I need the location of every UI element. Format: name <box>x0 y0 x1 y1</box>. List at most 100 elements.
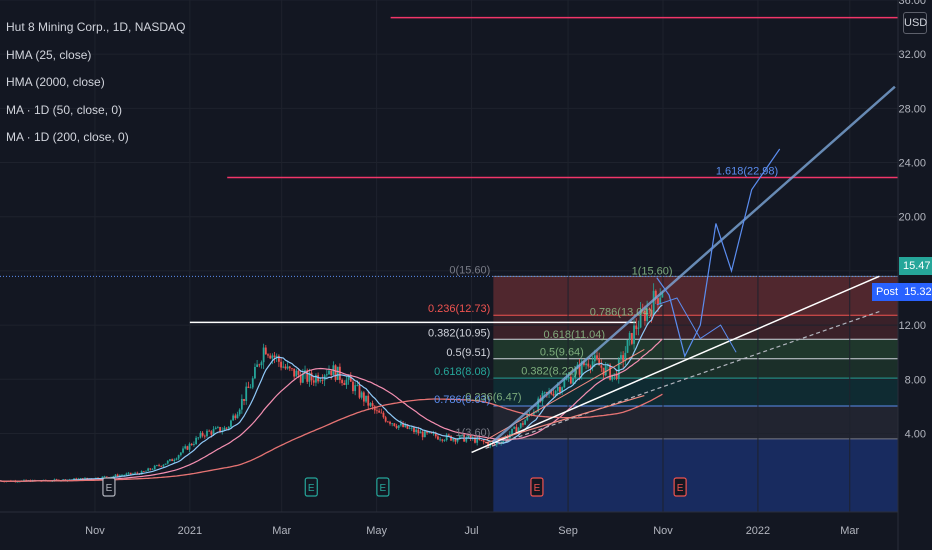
candle-body <box>216 426 219 428</box>
candle-body <box>166 460 169 464</box>
candle-body <box>86 477 89 479</box>
candle-body <box>659 297 662 304</box>
legend-study[interactable]: MA · 1D (200, close, 0) <box>6 130 129 144</box>
candle-body <box>236 414 239 419</box>
projection-path <box>656 297 737 353</box>
candle-body <box>306 370 309 382</box>
fib-level-label: 0.236(12.73) <box>428 303 490 315</box>
candle-body <box>258 364 261 366</box>
candle-body <box>121 475 123 476</box>
candle-body <box>635 325 638 329</box>
candle-body <box>413 427 415 433</box>
candle-body <box>578 364 581 375</box>
candle-body <box>249 387 252 389</box>
fib-extension-label: 0.236(6.47) <box>465 391 521 403</box>
earnings-icon <box>673 477 687 497</box>
candle-body <box>201 432 204 436</box>
candle-body <box>543 392 546 393</box>
candle-body <box>232 415 235 421</box>
candle-body <box>465 437 468 442</box>
candle-body <box>389 421 391 424</box>
candle-body <box>254 366 256 379</box>
candle-body <box>622 355 625 361</box>
candle-body <box>633 325 635 344</box>
candle-body <box>561 387 564 393</box>
candle-body <box>212 429 215 435</box>
candle-body <box>648 308 651 310</box>
candle-body <box>171 459 174 462</box>
candle-body <box>569 376 572 384</box>
candle-body <box>158 465 160 466</box>
post-label: Post <box>876 286 899 299</box>
candle-body <box>356 385 359 386</box>
currency-button[interactable]: USD <box>903 12 927 34</box>
candle-body <box>251 378 254 388</box>
candle-body <box>583 361 585 366</box>
candle-body <box>129 472 132 475</box>
candle-body <box>186 446 189 450</box>
candle-body <box>439 439 442 441</box>
legend-study[interactable]: MA · 1D (50, close, 0) <box>6 102 123 117</box>
candle-body <box>193 444 195 445</box>
candle-body <box>140 471 143 475</box>
price-tag-value: 15.32 <box>904 286 932 299</box>
candle-body <box>382 412 385 418</box>
candle-body <box>395 425 398 428</box>
candle-body <box>650 309 653 316</box>
candle-body <box>567 376 570 379</box>
time-tick-label: Jul <box>465 525 479 537</box>
candle-body <box>339 366 341 380</box>
candle-body <box>637 327 640 329</box>
earnings-label: E <box>534 483 541 494</box>
candle-body <box>145 470 147 472</box>
candle-body <box>495 442 498 445</box>
candle-body <box>277 355 280 362</box>
candle-body <box>402 423 404 427</box>
legend-study[interactable]: HMA (25, close) <box>6 47 92 62</box>
candle-body <box>208 430 211 432</box>
candle-body <box>585 363 588 366</box>
candle-body <box>515 426 518 434</box>
fibonacci-retracement <box>493 275 898 512</box>
candle-body <box>469 435 472 439</box>
candle-body <box>247 386 250 388</box>
fib-extension-label: 1(15.60) <box>632 265 673 277</box>
legend-study[interactable]: HMA (2000, close) <box>6 75 105 89</box>
time-tick-label: 2022 <box>746 525 770 537</box>
candle-body <box>467 435 470 438</box>
fib-level-label: 0.786(6.03) <box>434 394 490 406</box>
candle-body <box>267 354 269 356</box>
candle-body <box>175 458 178 460</box>
candle-body <box>291 368 293 370</box>
legend-title[interactable]: Hut 8 Mining Corp., 1D, NASDAQ <box>6 20 186 34</box>
candle-body <box>182 448 184 453</box>
candle-body <box>116 474 119 477</box>
candle-body <box>624 352 627 361</box>
candle-body <box>179 452 182 456</box>
candle-body <box>482 440 485 443</box>
candle-body <box>441 439 444 441</box>
candle-body <box>386 421 389 423</box>
candle-body <box>214 427 217 430</box>
candle-body <box>554 390 557 396</box>
candle-body <box>511 428 513 435</box>
candle-body <box>149 468 152 470</box>
candle-body <box>408 428 411 429</box>
candle-body <box>271 355 274 359</box>
candle-body <box>336 366 339 380</box>
candle-body <box>234 415 237 419</box>
fib-level-label: 0.5(9.51) <box>446 347 490 359</box>
candle-body <box>308 372 311 382</box>
candle-body <box>493 444 496 445</box>
time-tick-label: May <box>366 525 387 537</box>
candle-body <box>630 332 633 344</box>
candle-body <box>421 431 424 438</box>
fib-level-label: 0.382(10.95) <box>428 327 490 339</box>
candle-body <box>400 423 402 426</box>
fib-zone <box>493 276 898 316</box>
candle-body <box>343 383 346 385</box>
horizontal-lines <box>0 16 898 324</box>
candle-body <box>297 370 300 375</box>
candle-body <box>450 435 452 441</box>
